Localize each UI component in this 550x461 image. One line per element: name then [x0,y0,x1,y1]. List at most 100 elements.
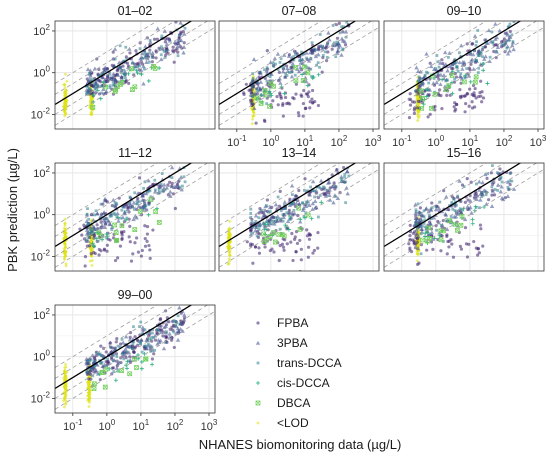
trans-dcca-point [263,68,266,72]
trans-dcca-point [265,204,269,208]
trans-dcca-point [99,72,103,76]
3pba-point [249,90,255,95]
3pba-point [433,207,439,212]
fpba-point [335,36,340,40]
cis-dcca-point [298,217,303,222]
dbca-point [455,227,460,233]
trans-dcca-point [150,345,154,349]
dbca-point [113,230,119,236]
trans-dcca-point [150,335,154,339]
fpba-point [465,177,469,181]
lod-point [227,243,232,248]
lod-point [86,398,90,403]
3pba-point [84,227,90,232]
3pba-point [438,72,444,77]
trans-dcca-point [437,65,441,69]
trans-dcca-point [143,344,147,348]
cis-dcca-point [135,71,140,76]
trans-dcca-point [491,40,495,44]
trans-dcca-point [137,200,141,204]
3pba-point [424,51,429,56]
fpba-point [466,198,470,202]
fpba-point [128,224,132,228]
trans-dcca-point [455,203,458,207]
fpba-point [168,180,172,184]
fpba-point [463,225,468,230]
3pba-point [330,183,336,188]
3pba-point [143,44,148,49]
trans-dcca-point [87,233,90,237]
panel-title: 07–08 [282,4,317,18]
trans-dcca-point [453,57,457,61]
trans-dcca-point [318,194,322,197]
fpba-point [265,49,269,53]
trans-dcca-point [87,236,91,239]
cis-dcca-point [267,89,272,94]
fold-line-lower [384,163,538,257]
trans-dcca-point [251,72,255,76]
3pba-point [176,329,182,333]
3pba-point [103,221,108,226]
3pba-point [135,191,141,196]
3pba-point [107,340,113,345]
fpba-point [279,95,283,99]
trans-dcca-point [177,33,181,37]
fold-line-upper [55,21,176,95]
trans-dcca-point [110,214,113,218]
trans-dcca-point [89,79,93,83]
cis-dcca-point [134,68,139,73]
fpba-point [294,249,298,254]
cis-dcca-point [470,221,475,226]
3pba-point [123,346,128,351]
trans-dcca-point [477,66,481,70]
cis-dcca-point [126,71,131,76]
trans-dcca-point [422,222,426,225]
trans-dcca-point [267,210,270,214]
lod-point [415,118,420,123]
x-tick-label: 100 [263,134,280,149]
trans-dcca-point [122,357,126,361]
trans-dcca-point [113,213,117,217]
cis-dcca-point [481,61,486,66]
3pba-point [92,225,97,230]
fpba-point [481,96,486,100]
3pba-point [169,165,175,170]
cis-dcca-point [282,91,287,96]
fpba-point [307,245,311,249]
3pba-point [308,50,313,55]
3pba-point [269,214,274,219]
trans-dcca-point [344,201,348,205]
trans-dcca-point [475,182,478,186]
fpba-point [116,256,120,260]
lod-point [227,227,232,231]
trans-dcca-point [478,206,481,210]
fpba-point [119,342,123,346]
3pba-point [272,221,277,226]
x-tick-label: 102 [496,134,513,149]
trans-dcca-point [122,68,126,72]
legend-item: DBCA [255,396,310,410]
fpba-point [159,317,163,321]
trans-dcca-point [142,200,146,204]
fpba-point [430,201,434,205]
trans-dcca-point [271,61,275,65]
3pba-point [436,205,442,210]
trans-dcca-point [444,79,448,83]
fpba-point [148,256,152,260]
3pba-point [119,74,124,79]
cis-dcca-point [473,204,478,209]
3pba-point [182,31,187,36]
panel-frame [54,304,216,414]
3pba-point [478,191,483,196]
trans-dcca-point [265,102,269,106]
trans-dcca-point [158,48,162,51]
trans-dcca-point [119,70,123,74]
lod-point [227,219,232,224]
fpba-point [95,57,99,61]
trans-dcca-point [465,67,469,70]
3pba-point [494,35,500,40]
cis-dcca-point [309,216,314,221]
fpba-point [416,262,420,267]
trans-dcca-point [123,210,127,214]
trans-dcca-point [474,206,478,209]
